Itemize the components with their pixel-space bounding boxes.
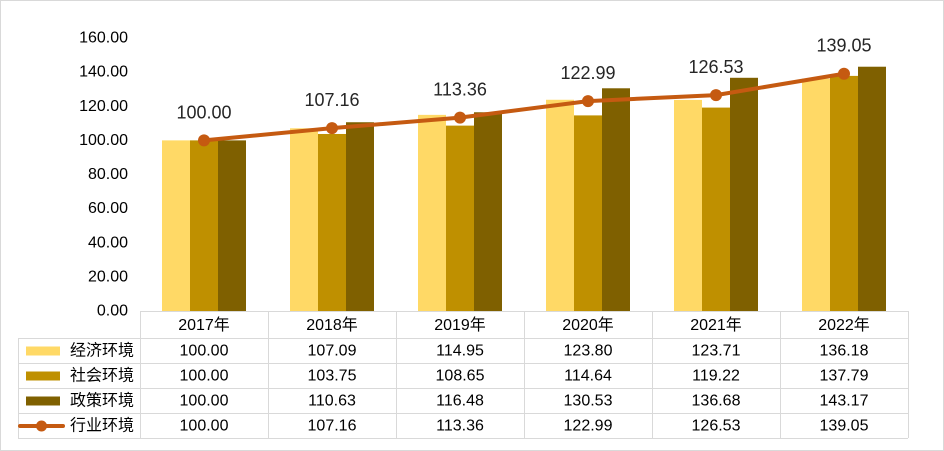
bar-s2-c1: [190, 140, 218, 311]
bar-s2-c6: [830, 75, 858, 311]
legend-key-bar: [26, 396, 60, 406]
y-tick-label: 140.00: [79, 64, 128, 81]
table-cell-value: 122.99: [564, 418, 613, 435]
line-marker: [582, 95, 594, 108]
bar-s3-c3: [474, 112, 502, 311]
line-data-label: 107.16: [304, 90, 359, 110]
bar-s2-c5: [702, 107, 730, 311]
bar-s1-c4: [546, 99, 574, 311]
table-cell-value: 108.65: [436, 368, 485, 385]
table-cell-value: 113.36: [436, 418, 484, 435]
y-tick-label: 80.00: [88, 166, 128, 183]
line-marker: [710, 89, 722, 102]
bar-s3-c4: [602, 88, 630, 311]
table-cell-value: 136.18: [820, 343, 869, 360]
bar-s2-c4: [574, 115, 602, 311]
table-cell-value: 126.53: [692, 418, 741, 435]
table-cell-value: 100.00: [180, 393, 229, 410]
legend-key-bar: [26, 346, 60, 356]
y-tick-label: 60.00: [88, 200, 128, 217]
line-data-label: 100.00: [176, 102, 231, 122]
table-row-label: 经济环境: [70, 341, 134, 360]
y-tick-label: 120.00: [79, 98, 128, 115]
bar-s3-c5: [730, 77, 758, 311]
line-data-label: 139.05: [816, 36, 871, 56]
y-tick-label: 0.00: [97, 303, 128, 320]
table-cell-value: 136.68: [692, 393, 741, 410]
table-header-category: 2022年: [818, 316, 870, 334]
table-header-category: 2021年: [690, 316, 742, 334]
y-tick-label: 160.00: [79, 30, 128, 47]
y-axis: 0.00 20.00 40.00 60.00 80.00 100.00 120.00 140.…: [79, 30, 128, 320]
table-row-label: 行业环境: [70, 416, 134, 435]
table-cell-value: 130.53: [564, 393, 613, 410]
line-series-4: [202, 71, 846, 143]
table-cell-value: 119.22: [692, 368, 740, 385]
data-label-layer: 100.00 107.16 113.36 122.99 126.53 139.05: [176, 36, 871, 123]
legend-key-bar: [26, 371, 60, 381]
table-cell-value: 100.00: [180, 368, 229, 385]
y-tick-label: 40.00: [88, 234, 128, 251]
bar-s3-c2: [346, 122, 374, 311]
legend-key-marker: [36, 420, 47, 432]
bar-s3-c6: [858, 66, 886, 311]
bar-s1-c1: [162, 140, 190, 311]
table-cell-value: 123.80: [564, 343, 613, 360]
bar-s2-c2: [318, 133, 346, 311]
table-cell-value: 107.09: [308, 343, 357, 360]
line-marker: [454, 111, 466, 124]
y-tick-label: 20.00: [88, 268, 128, 285]
table-cell-value: 100.00: [180, 343, 229, 360]
table-header-category: 2019年: [434, 316, 486, 334]
bar-s1-c2: [290, 128, 318, 311]
table-header-category: 2020年: [562, 316, 614, 334]
bar-s1-c6: [802, 78, 830, 311]
line-marker: [198, 134, 210, 147]
line-data-label: 122.99: [560, 63, 615, 83]
table-cell-value: 123.71: [692, 343, 741, 360]
line-marker: [838, 67, 850, 80]
line-data-label: 126.53: [688, 57, 743, 77]
table-cell-value: 107.16: [308, 418, 357, 435]
line-series-layer: [198, 67, 850, 147]
line-data-label: 113.36: [433, 80, 487, 100]
table-row-label: 社会环境: [70, 366, 134, 385]
table-header-category: 2018年: [306, 316, 358, 334]
table-cell-value: 100.00: [180, 418, 229, 435]
table-cell-value: 110.63: [308, 393, 356, 410]
table-cell-value: 143.17: [820, 393, 869, 410]
table-cell-value: 116.48: [436, 393, 484, 410]
table-header-category: 2017年: [178, 316, 230, 334]
line-marker: [326, 122, 338, 135]
table-cell-value: 114.95: [436, 343, 484, 360]
table-cell-value: 114.64: [564, 368, 612, 385]
table-row-label: 政策环境: [70, 391, 134, 410]
bar-s2-c3: [446, 125, 474, 311]
y-tick-label: 100.00: [79, 132, 128, 149]
bar-s1-c5: [674, 99, 702, 311]
bar-s1-c3: [418, 114, 446, 311]
bar-s3-c1: [218, 140, 246, 311]
bar-series-layer: [162, 66, 886, 311]
table-cell-value: 103.75: [308, 368, 357, 385]
table-cell-value: 139.05: [820, 418, 869, 435]
table-cell-value: 137.79: [820, 368, 869, 385]
